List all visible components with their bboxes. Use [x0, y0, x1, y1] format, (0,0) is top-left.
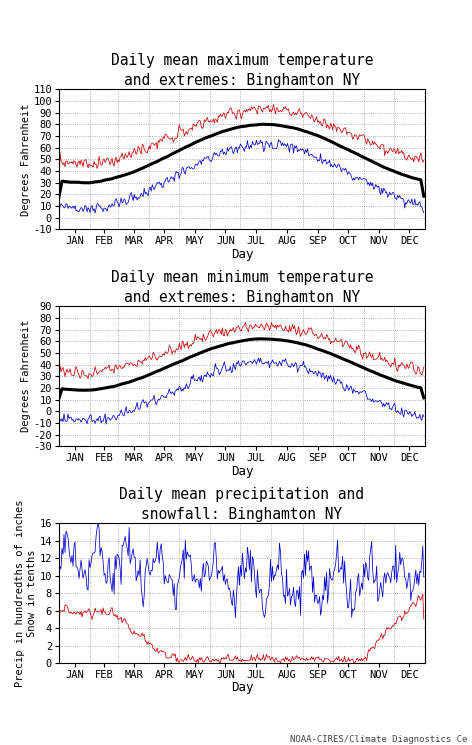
X-axis label: Day: Day — [231, 247, 253, 261]
Title: Daily mean minimum temperature
and extremes: Binghamton NY: Daily mean minimum temperature and extre… — [110, 270, 373, 305]
Y-axis label: Degrees Fahrenheit: Degrees Fahrenheit — [20, 103, 31, 215]
Y-axis label: Precip in hundredths of inches
Snow in tenths: Precip in hundredths of inches Snow in t… — [15, 499, 37, 687]
Title: Daily mean maximum temperature
and extremes: Binghamton NY: Daily mean maximum temperature and extre… — [110, 54, 373, 88]
X-axis label: Day: Day — [231, 465, 253, 478]
Title: Daily mean precipitation and
snowfall: Binghamton NY: Daily mean precipitation and snowfall: B… — [119, 487, 364, 522]
Y-axis label: Degrees Fahrenheit: Degrees Fahrenheit — [20, 320, 31, 433]
X-axis label: Day: Day — [231, 682, 253, 694]
Text: NOAA-CIRES/Climate Diagnostics Ce: NOAA-CIRES/Climate Diagnostics Ce — [290, 735, 467, 744]
